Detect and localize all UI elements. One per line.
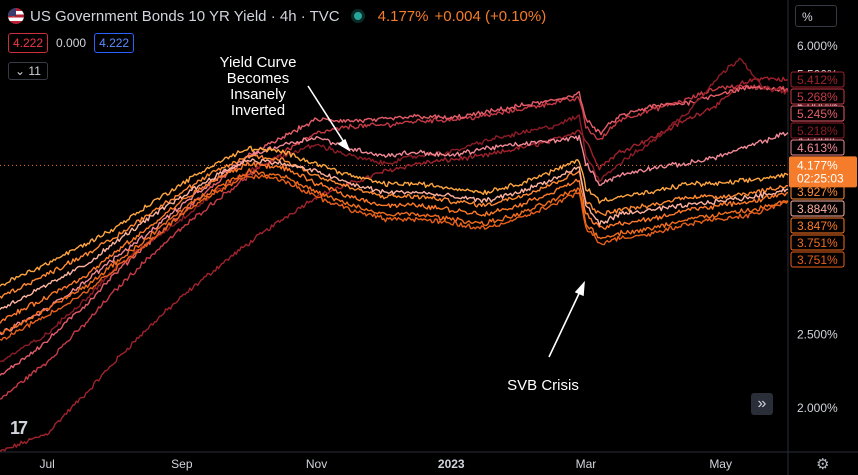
- series-value-tag: [790, 234, 845, 251]
- spread-value: 0.000: [56, 36, 87, 50]
- countdown-label: 02:25:03: [797, 171, 844, 185]
- tradingview-logo: 17: [10, 418, 28, 438]
- market-status-icon: [353, 12, 362, 20]
- last-price: 4.177%: [377, 7, 429, 25]
- gear-icon[interactable]: ⚙: [816, 456, 830, 473]
- series-value-label: 3.847%: [797, 219, 838, 233]
- series-value-label: 5.218%: [797, 124, 838, 138]
- series-value-label: 4.613%: [797, 141, 838, 155]
- indicator-count: 11: [28, 64, 41, 78]
- series-value-label: 5.245%: [797, 107, 838, 121]
- series-line: [0, 161, 789, 324]
- last-price-tag: [789, 156, 857, 188]
- series-value-tag: [790, 200, 845, 217]
- series-line: [0, 158, 789, 310]
- x-tick-label: Mar: [576, 457, 597, 471]
- arrow-head: [337, 138, 351, 152]
- series-line: [0, 57, 789, 363]
- x-tick-label: Sep: [171, 457, 193, 471]
- series-line: [0, 154, 788, 299]
- scroll-to-realtime-button[interactable]: »: [751, 393, 773, 415]
- series-line: [0, 145, 789, 287]
- x-tick-label: Nov: [306, 457, 327, 471]
- series-value-label: 3.751%: [797, 253, 838, 267]
- series-value-tag: [790, 88, 845, 105]
- chevron-down-icon: ⌄: [15, 64, 26, 78]
- series-value-tag: [790, 139, 845, 156]
- y-tick-label: 2.000%: [797, 401, 838, 415]
- annotation-arrow: [307, 85, 350, 151]
- annotation-inversion-text: Yield Curve: [220, 54, 297, 71]
- y-tick-label: 6.000%: [797, 39, 838, 53]
- arrow-head: [574, 280, 585, 297]
- last-price-label: 4.177%: [797, 158, 838, 172]
- series-value-tag: [790, 217, 845, 234]
- series-value-label: 3.751%: [797, 236, 838, 250]
- series-value-tag: [790, 251, 845, 268]
- symbol-title[interactable]: US Government Bonds 10 YR Yield · 4h · T…: [30, 7, 340, 25]
- annotation-arrow: [548, 282, 585, 358]
- price-change: +0.004 (+0.10%): [434, 7, 547, 25]
- series-value-tag: [790, 105, 845, 122]
- series-line: [0, 84, 789, 400]
- bid-ask-row: 4.222 0.000 4.222: [8, 33, 135, 53]
- x-tick-label: Jul: [39, 457, 54, 471]
- annotation-svb-text: SVB Crisis: [507, 377, 579, 394]
- series-value-tag: [790, 122, 845, 139]
- annotation-inversion-text: Insanely: [230, 86, 286, 103]
- series-line: [0, 174, 789, 341]
- y-tick-label: 2.500%: [797, 327, 838, 341]
- series-line: [0, 76, 789, 453]
- annotation-inversion-text: Becomes: [227, 70, 290, 87]
- x-tick-label: 2023: [438, 457, 465, 471]
- sell-price-button[interactable]: 4.222: [8, 33, 49, 53]
- series-value-tag: [790, 71, 845, 88]
- symbol-header[interactable]: US Government Bonds 10 YR Yield · 4h · T…: [8, 6, 546, 26]
- series-value-label: 3.927%: [797, 185, 838, 199]
- indicators-toggle[interactable]: ⌄ 11: [8, 62, 48, 80]
- series-line: [0, 168, 789, 335]
- series-value-label: 3.884%: [797, 202, 838, 216]
- series-line: [0, 131, 789, 336]
- series-value-label: 5.412%: [797, 73, 838, 87]
- annotation-inversion-text: Inverted: [231, 102, 285, 119]
- buy-price-button[interactable]: 4.222: [94, 33, 135, 53]
- us-flag-icon: [8, 8, 24, 24]
- scale-mode-button[interactable]: %: [795, 5, 837, 27]
- x-tick-label: May: [709, 457, 732, 471]
- series-value-label: 5.268%: [797, 90, 838, 104]
